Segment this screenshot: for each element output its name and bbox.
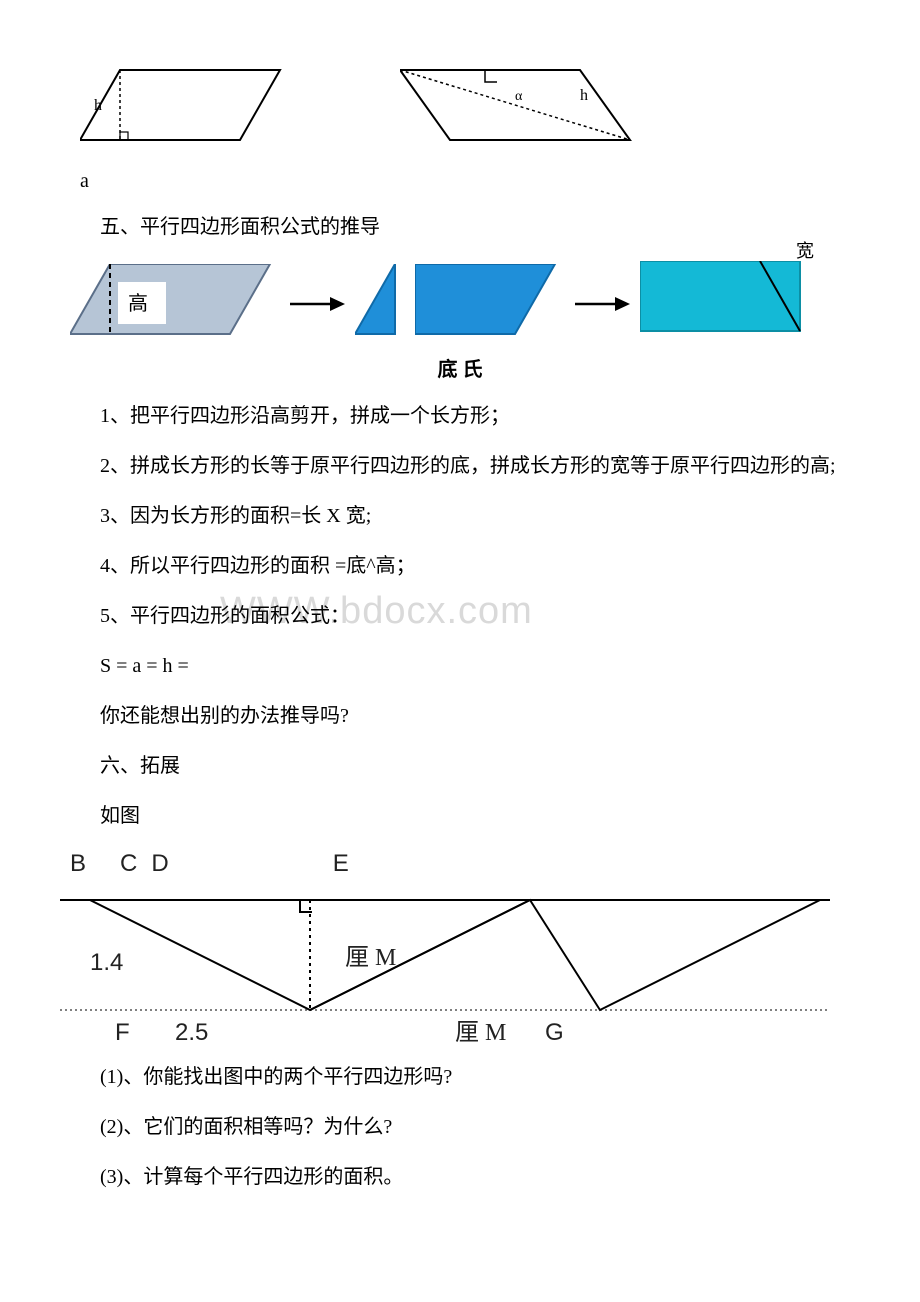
exercise-1: (1)、你能找出图中的两个平行四边形吗?: [60, 1061, 860, 1093]
label-G: G: [545, 1019, 564, 1045]
question-other-methods: 你还能想出别的办法推导吗?: [60, 700, 860, 732]
parallelogram-2-diagonal: [400, 70, 630, 140]
value-2-5: 2.5: [175, 1019, 208, 1045]
line-5: 5、平行四边形的面积公式：: [60, 600, 860, 632]
derive-rectangle-container: 宽: [640, 261, 810, 347]
formula: S = a = h =: [60, 650, 860, 682]
exercise-2: (2)、它们的面积相等吗？为什么?: [60, 1111, 860, 1143]
label-C: C: [120, 850, 137, 878]
height-label: 高: [128, 292, 148, 315]
cut-triangle: [355, 264, 395, 334]
line-1: 1、把平行四边形沿高剪开，拼成一个长方形；: [60, 400, 860, 432]
as-figure-label: 如图: [60, 800, 860, 832]
label-h-1: h: [94, 97, 102, 114]
cut-trapezoid: [415, 264, 555, 334]
label-F: F: [115, 1019, 130, 1045]
line-4: 4、所以平行四边形的面积 =底^高；: [60, 550, 860, 582]
derive-triangle: [355, 264, 405, 344]
label-liM-bot: 厘 M: [455, 1020, 506, 1045]
section-6-title: 六、拓展: [60, 750, 860, 782]
label-a: a: [60, 170, 860, 193]
exercise-3: (3)、计算每个平行四边形的面积。: [60, 1161, 860, 1193]
width-label: 宽: [796, 237, 814, 263]
derive-rectangle: [640, 261, 810, 341]
extension-figure: B C D E 1.4 厘 M F 2.5 厘 M G: [60, 850, 860, 1051]
arrow-2-icon: [575, 289, 630, 319]
result-rectangle: [640, 261, 800, 331]
derivation-figure-row: 高 宽: [70, 261, 860, 347]
label-E: E: [333, 850, 349, 878]
parallelogram-figure-2: α h: [400, 60, 660, 160]
parallelogram-1-shape: [80, 70, 280, 140]
line-2: 2、拼成长方形的长等于原平行四边形的底，拼成长方形的宽等于原平行四边形的高;: [60, 450, 860, 482]
parallelogram-gray: [70, 264, 270, 334]
parallelogram-figure-1: h: [80, 60, 300, 160]
value-1-4: 1.4: [90, 949, 123, 976]
figure-6-svg: 1.4 厘 M F 2.5 厘 M G: [60, 880, 840, 1045]
label-B: B: [70, 850, 86, 878]
label-liM-mid: 厘 M: [345, 945, 396, 971]
figure-top-labels: B C D E: [60, 850, 860, 878]
right-angle-mark-icon: [120, 132, 128, 140]
label-D: D: [151, 850, 168, 878]
label-alpha: α: [515, 89, 523, 104]
derive-trapezoid: [415, 264, 565, 344]
top-figures-row: h α h: [60, 60, 860, 160]
arrow-1-icon: [290, 289, 345, 319]
right-angle-mark-2-icon: [485, 70, 497, 82]
derive-shape-1: 高: [70, 264, 280, 344]
section-5-title: 五、平行四边形面积公式的推导: [60, 211, 860, 243]
line-3: 3、因为长方形的面积=长 X 宽;: [60, 500, 860, 532]
derive-caption: 底 氏: [60, 353, 860, 382]
label-h-2: h: [580, 87, 588, 104]
